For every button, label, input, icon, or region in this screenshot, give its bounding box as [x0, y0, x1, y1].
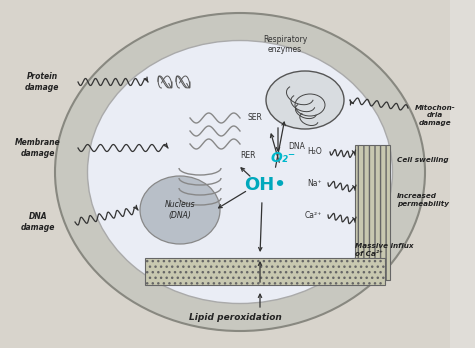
- Text: Increased
permeability: Increased permeability: [397, 193, 449, 207]
- Text: Na⁺: Na⁺: [307, 179, 322, 188]
- Text: Ca²⁺: Ca²⁺: [305, 211, 322, 220]
- Text: Membrane
damage: Membrane damage: [15, 138, 61, 158]
- Text: Massive influx
of Ca²⁺: Massive influx of Ca²⁺: [355, 243, 414, 257]
- Text: OH•: OH•: [244, 176, 286, 194]
- Text: H₂O: H₂O: [307, 148, 322, 157]
- Text: Protein
damage: Protein damage: [25, 72, 59, 92]
- FancyBboxPatch shape: [355, 145, 390, 280]
- Bar: [450, 0, 475, 348]
- Text: RER: RER: [240, 150, 256, 159]
- Ellipse shape: [55, 13, 425, 331]
- Text: DNA: DNA: [289, 142, 305, 151]
- Text: O₂⁻: O₂⁻: [270, 151, 295, 165]
- Ellipse shape: [140, 176, 220, 244]
- Text: SER: SER: [248, 113, 263, 122]
- Text: Cell swelling: Cell swelling: [397, 157, 448, 163]
- Ellipse shape: [87, 40, 392, 303]
- Ellipse shape: [266, 71, 344, 129]
- FancyBboxPatch shape: [145, 258, 385, 285]
- Text: DNA
damage: DNA damage: [21, 212, 55, 232]
- Text: Mitochon-
dria
damage: Mitochon- dria damage: [415, 104, 456, 126]
- Text: Respiratory
enzymes: Respiratory enzymes: [263, 35, 307, 54]
- Text: Nucleus
(DNA): Nucleus (DNA): [165, 200, 195, 220]
- Text: Lipid peroxidation: Lipid peroxidation: [189, 314, 281, 323]
